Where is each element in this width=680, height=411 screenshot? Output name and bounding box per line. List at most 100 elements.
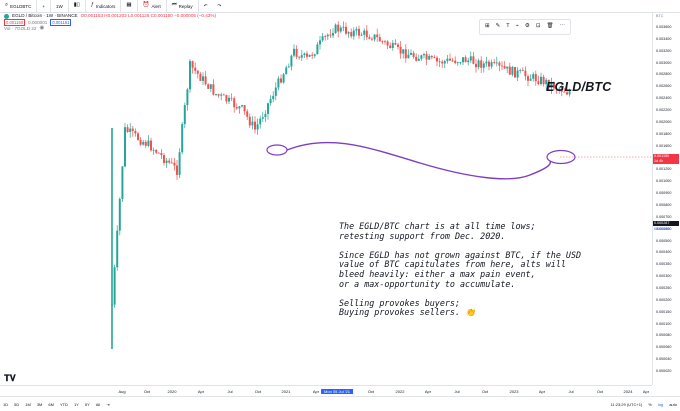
candle-body — [363, 30, 366, 35]
replay-icon: ⏮ — [171, 2, 177, 9]
time-tick: Apr — [642, 389, 650, 394]
alarm-icon: ⏰ — [142, 2, 150, 9]
range-button[interactable]: All — [95, 401, 101, 407]
candle-body — [134, 130, 137, 134]
redo-button[interactable]: ↷ — [212, 0, 226, 12]
interval-button[interactable]: 1W — [51, 0, 69, 12]
time-tick: Apr — [197, 389, 205, 394]
price-tick: 0.000060 — [656, 345, 672, 350]
auto-toggle[interactable]: auto — [669, 401, 677, 407]
compare-button[interactable]: + — [37, 0, 51, 12]
candle-body — [519, 70, 522, 72]
undo-button[interactable]: ↶ — [199, 0, 213, 12]
time-tick: Jul — [454, 389, 460, 394]
candle-body — [566, 92, 568, 95]
range-button[interactable]: 1M — [25, 401, 31, 407]
pencil-icon[interactable]: ✎ — [495, 23, 501, 30]
candle-body — [384, 41, 386, 43]
candle-body — [378, 37, 381, 42]
candle-body — [360, 34, 363, 36]
blue-price-label: 0.000286 — [654, 227, 670, 231]
candle-body — [441, 61, 444, 64]
candle-body — [352, 30, 355, 37]
candle-body — [256, 124, 259, 130]
price-tick: 0.003200 — [656, 48, 672, 53]
candle-body — [137, 133, 139, 140]
legend-ohlc: O0.001153 H0.001202 L0.001126 C0.001150 … — [80, 13, 216, 18]
candle-body — [410, 52, 412, 55]
eye-icon[interactable]: ◉ — [39, 25, 45, 32]
goto-date-icon[interactable]: ⇥ — [106, 401, 110, 407]
candle-body — [157, 152, 160, 154]
support-circle-2020[interactable] — [266, 144, 288, 156]
candle-body — [495, 62, 498, 64]
candle-body — [493, 62, 496, 63]
indicators-button[interactable]: ƒ Indicators — [86, 0, 122, 12]
analysis-note: The EGLD/BTC chart is at all time lows; … — [339, 221, 582, 318]
candle-body — [238, 106, 241, 109]
alert-button[interactable]: ⏰ Alert — [138, 0, 167, 12]
range-button[interactable]: 6M — [48, 401, 54, 407]
market-status-icon — [4, 13, 9, 19]
log-toggle[interactable]: log — [657, 401, 664, 407]
candle-body — [397, 44, 399, 47]
candle-body — [334, 24, 337, 34]
range-button[interactable]: 1D — [3, 401, 9, 407]
price-chart[interactable] — [0, 13, 652, 385]
sell-price[interactable]: 0.001150 — [4, 19, 26, 26]
price-tick: 0.001000 — [656, 179, 672, 184]
replay-button[interactable]: ⏮ Replay — [167, 0, 199, 12]
alert-label: Alert — [151, 3, 161, 9]
time-tick: Oct — [481, 389, 489, 394]
candle-body — [228, 97, 230, 102]
candle-body — [220, 94, 223, 96]
trash-icon[interactable]: 🗑 — [546, 23, 554, 30]
range-button[interactable]: 3M — [36, 401, 43, 407]
price-tick: 0.000350 — [656, 262, 672, 267]
range-button[interactable]: 1Y — [73, 401, 79, 407]
text-icon[interactable]: T — [506, 23, 510, 30]
symbol-search[interactable]: ⌕ EGLDBTC — [0, 0, 38, 12]
brush-icon[interactable]: ⌁ — [515, 23, 519, 30]
price-tick: 0.002400 — [656, 96, 672, 101]
candle-body — [358, 28, 360, 36]
candle-body — [196, 70, 199, 74]
range-button[interactable]: 5Y — [84, 401, 90, 407]
time-tick: Jul — [227, 389, 233, 394]
chart-type-button[interactable]: ▮▯ — [69, 0, 86, 12]
more-icon[interactable]: ⋯ — [559, 23, 565, 30]
range-button[interactable]: YTD — [59, 401, 68, 407]
candle-body — [560, 88, 563, 92]
candle-body — [402, 49, 405, 54]
lock-icon[interactable]: ⊡ — [535, 23, 541, 30]
price-tick: 0.003400 — [656, 36, 672, 41]
candle-body — [248, 116, 251, 126]
candle-body — [204, 76, 207, 85]
candle-body — [420, 55, 423, 59]
time-tick: Apr — [312, 389, 320, 394]
time-scale[interactable]: Aug Oct 2020 Apr Jul Oct 2021 Apr Mon 05 Jul '21… — [0, 385, 652, 396]
candle-body — [272, 95, 275, 100]
candle-body — [269, 99, 272, 104]
buy-price[interactable]: 0.001151 — [50, 19, 72, 26]
candle-body — [222, 94, 225, 96]
percent-toggle[interactable]: % — [648, 401, 652, 407]
range-button[interactable]: 5D — [14, 401, 20, 407]
candle-body — [150, 140, 152, 151]
candle-body — [415, 56, 418, 61]
settings-icon[interactable]: ⚙ — [524, 23, 530, 30]
tradingview-logo[interactable]: 𝐓𝐕 — [4, 373, 16, 383]
candle-body — [417, 58, 420, 61]
candle-body — [332, 33, 334, 36]
templates-button[interactable]: ▦ — [121, 0, 138, 12]
last-price-label: 0.001150 1d 4h — [653, 154, 679, 164]
support-curve[interactable] — [286, 141, 552, 180]
time-tick: Oct — [367, 389, 375, 394]
candle-body — [144, 141, 147, 146]
time-tick: Mon 05 Jul '21 — [321, 389, 353, 394]
candle-body — [287, 66, 290, 68]
candle-body — [264, 113, 267, 118]
grid-icon[interactable]: ⊞ — [485, 23, 490, 30]
candle-body — [329, 34, 332, 36]
price-scale[interactable]: BTC 0.003600 0.003400 0.003200 0.003000 0.00… — [652, 13, 680, 385]
